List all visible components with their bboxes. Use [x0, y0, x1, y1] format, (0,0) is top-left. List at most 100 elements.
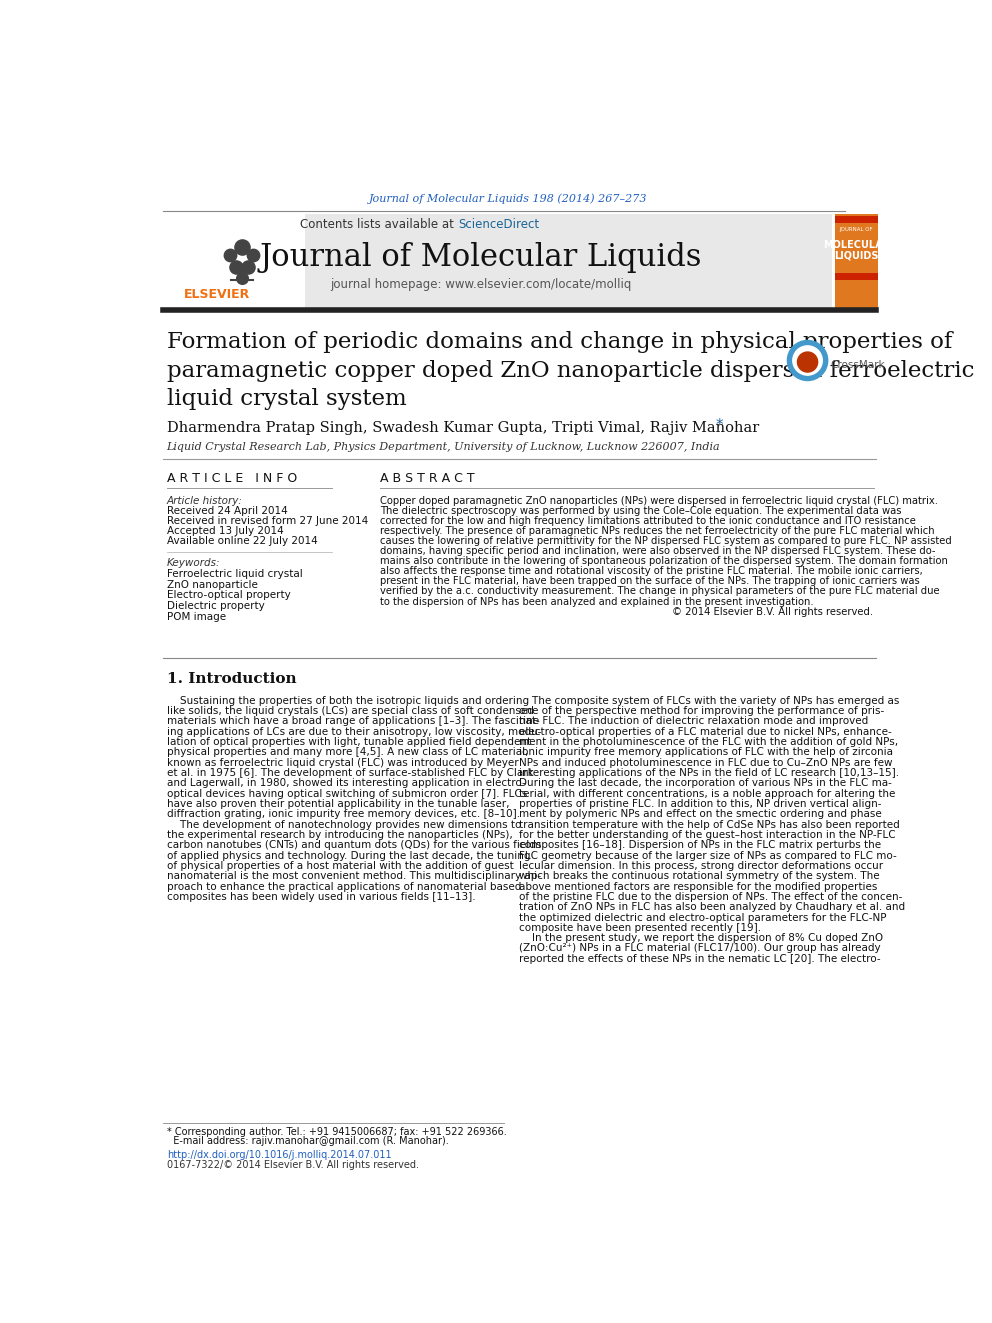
Text: http://dx.doi.org/10.1016/j.molliq.2014.07.011: http://dx.doi.org/10.1016/j.molliq.2014.… — [167, 1150, 391, 1160]
Text: carbon nanotubes (CNTs) and quantum dots (QDs) for the various fields: carbon nanotubes (CNTs) and quantum dots… — [167, 840, 541, 851]
Point — [245, 245, 261, 266]
Text: the experimental research by introducing the nanoparticles (NPs),: the experimental research by introducing… — [167, 830, 513, 840]
Text: of physical properties of a host material with the addition of guest: of physical properties of a host materia… — [167, 861, 514, 871]
Text: * Corresponding author. Tel.: +91 9415006687; fax: +91 522 269366.: * Corresponding author. Tel.: +91 941500… — [167, 1127, 506, 1136]
FancyBboxPatch shape — [835, 214, 878, 308]
Text: which breaks the continuous rotational symmetry of the system. The: which breaks the continuous rotational s… — [519, 872, 880, 881]
Text: ing applications of LCs are due to their anisotropy, low viscosity, modu-: ing applications of LCs are due to their… — [167, 726, 541, 737]
Text: In the present study, we report the dispersion of 8% Cu doped ZnO: In the present study, we report the disp… — [519, 933, 883, 943]
Text: (ZnO:Cu²⁺) NPs in a FLC material (FLC17/100). Our group has already: (ZnO:Cu²⁺) NPs in a FLC material (FLC17/… — [519, 943, 881, 954]
Text: NPs and induced photoluminescence in FLC due to Cu–ZnO NPs are few: NPs and induced photoluminescence in FLC… — [519, 758, 893, 767]
Text: Ferroelectric liquid crystal: Ferroelectric liquid crystal — [167, 569, 303, 578]
Text: like solids, the liquid crystals (LCs) are special class of soft condensed: like solids, the liquid crystals (LCs) a… — [167, 706, 534, 716]
Text: reported the effects of these NPs in the nematic LC [20]. The electro-: reported the effects of these NPs in the… — [519, 954, 881, 963]
Text: verified by the a.c. conductivity measurement. The change in physical parameters: verified by the a.c. conductivity measur… — [380, 586, 939, 597]
Text: E-mail address: rajiv.manohar@gmail.com (R. Manohar).: E-mail address: rajiv.manohar@gmail.com … — [167, 1136, 448, 1146]
Text: domains, having specific period and inclination, were also observed in the NP di: domains, having specific period and incl… — [380, 546, 935, 556]
Text: mains also contribute in the lowering of spontaneous polarization of the dispers: mains also contribute in the lowering of… — [380, 556, 947, 566]
Text: Sustaining the properties of both the isotropic liquids and ordering: Sustaining the properties of both the is… — [167, 696, 529, 706]
Text: diffraction grating, ionic impurity free memory devices, etc. [8–10].: diffraction grating, ionic impurity free… — [167, 810, 520, 819]
Text: ment by polymeric NPs and effect on the smectic ordering and phase: ment by polymeric NPs and effect on the … — [519, 810, 882, 819]
Text: Liquid Crystal Research Lab, Physics Department, University of Lucknow, Lucknow : Liquid Crystal Research Lab, Physics Dep… — [167, 442, 720, 451]
Text: The dielectric spectroscopy was performed by using the Cole–Cole equation. The e: The dielectric spectroscopy was performe… — [380, 505, 902, 516]
FancyBboxPatch shape — [183, 214, 831, 308]
Text: have also proven their potential applicability in the tunable laser,: have also proven their potential applica… — [167, 799, 509, 810]
Point — [228, 255, 244, 277]
Text: Available online 22 July 2014: Available online 22 July 2014 — [167, 536, 317, 546]
Text: respectively. The presence of paramagnetic NPs reduces the net ferroelectricity : respectively. The presence of paramagnet… — [380, 527, 934, 536]
Text: lation of optical properties with light, tunable applied field dependent: lation of optical properties with light,… — [167, 737, 531, 747]
Text: Contents lists available at: Contents lists available at — [300, 218, 457, 232]
Text: Article history:: Article history: — [167, 496, 242, 505]
Text: Received in revised form 27 June 2014: Received in revised form 27 June 2014 — [167, 516, 368, 527]
Text: Journal of Molecular Liquids: Journal of Molecular Liquids — [259, 242, 701, 273]
Text: properties of pristine FLC. In addition to this, NP driven vertical align-: properties of pristine FLC. In addition … — [519, 799, 882, 810]
Text: The development of nanotechnology provides new dimensions to: The development of nanotechnology provid… — [167, 820, 521, 830]
Text: proach to enhance the practical applications of nanomaterial based: proach to enhance the practical applicat… — [167, 881, 521, 892]
Text: MOLECULAR: MOLECULAR — [822, 239, 890, 250]
Text: ELSEVIER: ELSEVIER — [184, 288, 250, 300]
Text: et al. in 1975 [6]. The development of surface-stablished FLC by Clark: et al. in 1975 [6]. The development of s… — [167, 769, 534, 778]
Text: CrossMark: CrossMark — [831, 360, 886, 370]
Text: paramagnetic copper doped ZnO nanoparticle dispersed ferroelectric: paramagnetic copper doped ZnO nanopartic… — [167, 360, 974, 381]
Text: © 2014 Elsevier B.V. All rights reserved.: © 2014 Elsevier B.V. All rights reserved… — [673, 607, 873, 617]
Text: causes the lowering of relative permittivity for the NP dispersed FLC system as : causes the lowering of relative permitti… — [380, 536, 951, 546]
Text: transition temperature with the help of CdSe NPs has also been reported: transition temperature with the help of … — [519, 820, 900, 830]
Text: tration of ZnO NPs in FLC has also been analyzed by Chaudhary et al. and: tration of ZnO NPs in FLC has also been … — [519, 902, 906, 912]
Text: ZnO nanoparticle: ZnO nanoparticle — [167, 579, 258, 590]
Text: composite have been presented recently [19].: composite have been presented recently [… — [519, 923, 762, 933]
Text: journal homepage: www.elsevier.com/locate/molliq: journal homepage: www.elsevier.com/locat… — [329, 278, 631, 291]
Point — [240, 255, 256, 277]
Point — [222, 245, 238, 266]
Circle shape — [793, 345, 822, 376]
Text: Electro-optical property: Electro-optical property — [167, 590, 291, 601]
Text: Received 24 April 2014: Received 24 April 2014 — [167, 507, 288, 516]
Text: A R T I C L E   I N F O: A R T I C L E I N F O — [167, 472, 297, 484]
Text: electro-optical properties of a FLC material due to nickel NPs, enhance-: electro-optical properties of a FLC mate… — [519, 726, 892, 737]
Point — [234, 267, 250, 288]
Text: nanomaterial is the most convenient method. This multidisciplinary ap-: nanomaterial is the most convenient meth… — [167, 872, 541, 881]
FancyBboxPatch shape — [183, 214, 305, 308]
Text: The composite system of FLCs with the variety of NPs has emerged as: The composite system of FLCs with the va… — [519, 696, 900, 706]
Text: LIQUIDS: LIQUIDS — [834, 251, 879, 261]
Text: liquid crystal system: liquid crystal system — [167, 388, 407, 410]
Text: Dielectric property: Dielectric property — [167, 601, 265, 611]
Text: the optimized dielectric and electro-optical parameters for the FLC-NP: the optimized dielectric and electro-opt… — [519, 913, 887, 922]
Text: corrected for the low and high frequency limitations attributed to the ionic con: corrected for the low and high frequency… — [380, 516, 916, 525]
Text: composites [16–18]. Dispersion of NPs in the FLC matrix perturbs the: composites [16–18]. Dispersion of NPs in… — [519, 840, 881, 851]
Text: one of the perspective method for improving the performance of pris-: one of the perspective method for improv… — [519, 706, 885, 716]
Text: Journal of Molecular Liquids 198 (2014) 267–273: Journal of Molecular Liquids 198 (2014) … — [369, 193, 648, 204]
Text: to the dispersion of NPs has been analyzed and explained in the present investig: to the dispersion of NPs has been analyz… — [380, 597, 813, 606]
Text: Accepted 13 July 2014: Accepted 13 July 2014 — [167, 527, 284, 536]
Text: JOURNAL OF: JOURNAL OF — [839, 228, 873, 232]
Text: present in the FLC material, have been trapped on the surface of the NPs. The tr: present in the FLC material, have been t… — [380, 577, 920, 586]
Text: known as ferroelectric liquid crystal (FLC) was introduced by Meyer: known as ferroelectric liquid crystal (F… — [167, 758, 518, 767]
Circle shape — [788, 340, 827, 381]
Text: of the pristine FLC due to the dispersion of NPs. The effect of the concen-: of the pristine FLC due to the dispersio… — [519, 892, 903, 902]
Text: POM image: POM image — [167, 613, 226, 622]
Text: FLC geometry because of the larger size of NPs as compared to FLC mo-: FLC geometry because of the larger size … — [519, 851, 897, 860]
Text: optical devices having optical switching of submicron order [7]. FLCs: optical devices having optical switching… — [167, 789, 527, 799]
Text: ionic impurity free memory applications of FLC with the help of zirconia: ionic impurity free memory applications … — [519, 747, 893, 758]
Text: physical properties and many more [4,5]. A new class of LC material,: physical properties and many more [4,5].… — [167, 747, 528, 758]
Text: 0167-7322/© 2014 Elsevier B.V. All rights reserved.: 0167-7322/© 2014 Elsevier B.V. All right… — [167, 1160, 419, 1170]
Text: Formation of periodic domains and change in physical properties of: Formation of periodic domains and change… — [167, 331, 952, 353]
Text: Copper doped paramagnetic ZnO nanoparticles (NPs) were dispersed in ferroelectri: Copper doped paramagnetic ZnO nanopartic… — [380, 496, 937, 505]
Text: above mentioned factors are responsible for the modified properties: above mentioned factors are responsible … — [519, 881, 878, 892]
Text: A B S T R A C T: A B S T R A C T — [380, 472, 474, 484]
Text: *: * — [715, 418, 723, 433]
Text: of applied physics and technology. During the last decade, the tuning: of applied physics and technology. Durin… — [167, 851, 530, 860]
Text: terial, with different concentrations, is a noble approach for altering the: terial, with different concentrations, i… — [519, 789, 896, 799]
Text: ScienceDirect: ScienceDirect — [458, 218, 539, 232]
Text: tine FLC. The induction of dielectric relaxation mode and improved: tine FLC. The induction of dielectric re… — [519, 717, 869, 726]
Text: During the last decade, the incorporation of various NPs in the FLC ma-: During the last decade, the incorporatio… — [519, 778, 892, 789]
Text: composites has been widely used in various fields [11–13].: composites has been widely used in vario… — [167, 892, 475, 902]
Text: ment in the photoluminescence of the FLC with the addition of gold NPs,: ment in the photoluminescence of the FLC… — [519, 737, 899, 747]
Text: for the better understanding of the guest–host interaction in the NP-FLC: for the better understanding of the gues… — [519, 830, 896, 840]
Text: also affects the response time and rotational viscosity of the pristine FLC mate: also affects the response time and rotat… — [380, 566, 923, 577]
Text: Dharmendra Pratap Singh, Swadesh Kumar Gupta, Tripti Vimal, Rajiv Manohar: Dharmendra Pratap Singh, Swadesh Kumar G… — [167, 421, 764, 435]
Text: interesting applications of the NPs in the field of LC research [10,13–15].: interesting applications of the NPs in t… — [519, 769, 900, 778]
Text: lecular dimension. In this process, strong director deformations occur: lecular dimension. In this process, stro… — [519, 861, 883, 871]
Point — [234, 237, 250, 258]
Text: and Lagerwall, in 1980, showed its interesting application in electro-: and Lagerwall, in 1980, showed its inter… — [167, 778, 526, 789]
